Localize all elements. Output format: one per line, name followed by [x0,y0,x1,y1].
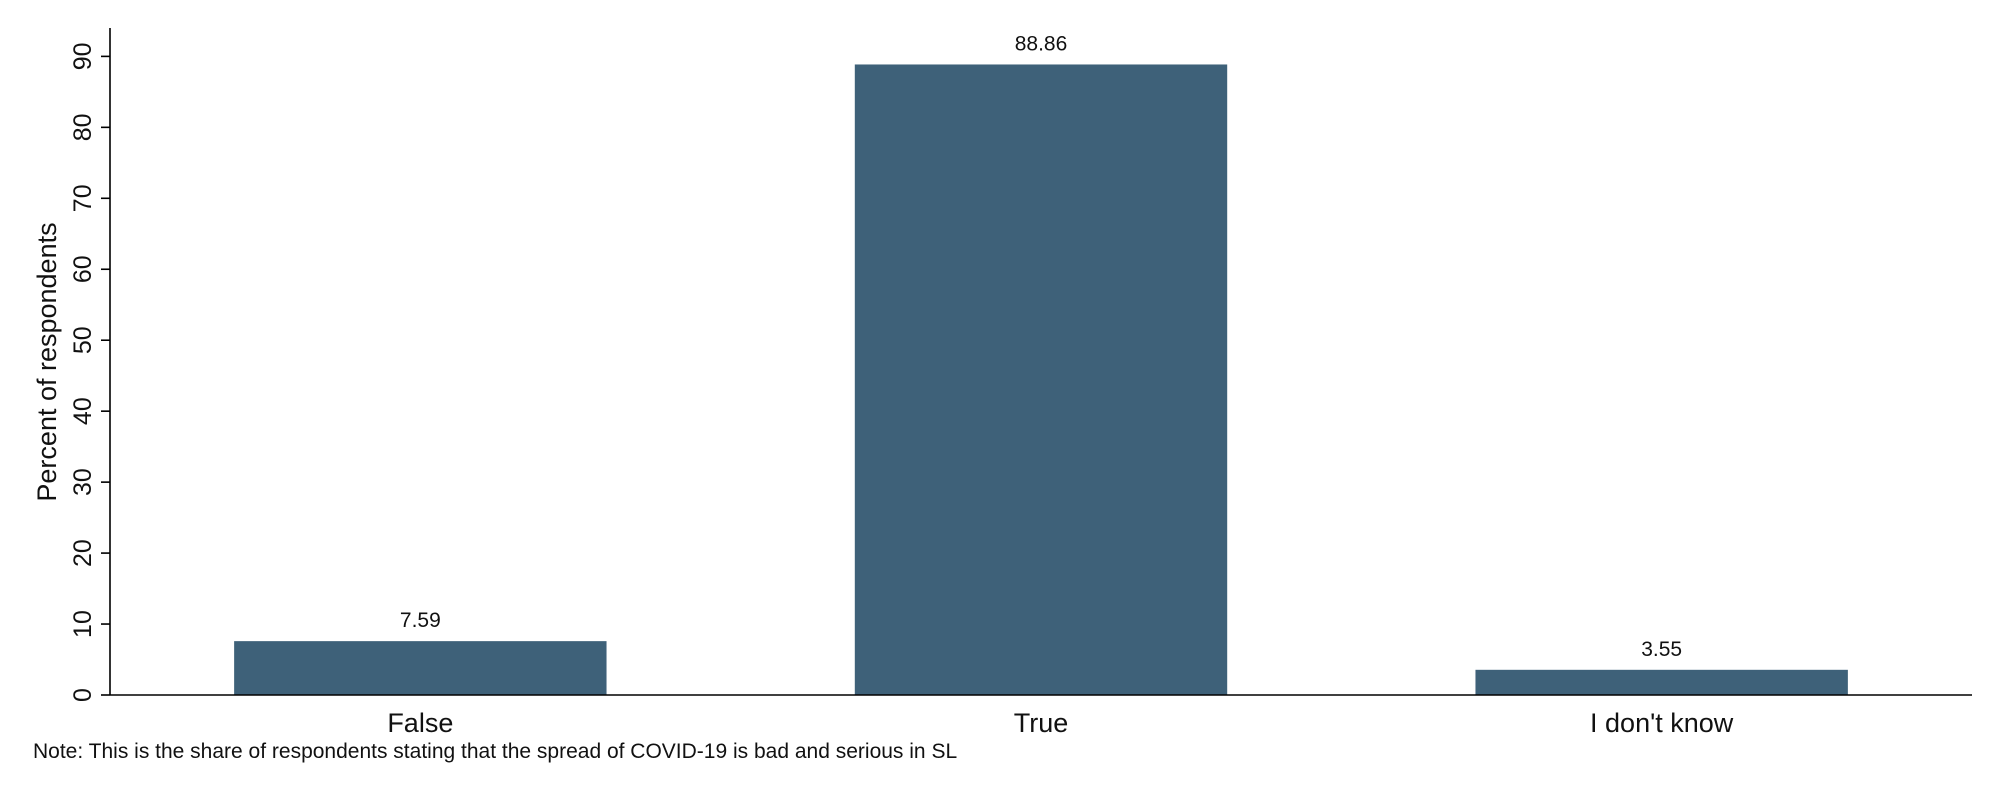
bar-true [854,64,1228,696]
bar-value-label: 3.55 [1641,638,1682,661]
y-tick-label: 80 [69,113,97,141]
bars [234,64,1848,696]
bar-i-don-t-know [1475,669,1848,695]
y-tick-label: 0 [69,688,97,702]
y-tick-label: 40 [69,397,97,425]
y-axis-title-group: Percent of respondents [32,222,62,501]
y-tick-label: 20 [69,539,97,567]
bar-value-label: 88.86 [1015,32,1068,55]
x-category-label: I don't know [1590,708,1734,738]
y-tick-label: 70 [69,184,97,212]
y-tick-label: 90 [69,42,97,70]
x-category-label: False [387,708,453,738]
category-labels: False True I don't know [387,708,1733,738]
y-tick-label: 10 [69,610,97,638]
y-axis-ticks: 0 10 20 30 40 50 60 70 80 90 [69,42,110,702]
y-tick-label: 60 [69,255,97,283]
chart-note: Note: This is the share of respondents s… [33,740,958,763]
value-labels: 7.59 88.86 3.55 [400,32,1682,660]
bar-value-label: 7.59 [400,609,441,632]
y-tick-label: 50 [69,326,97,354]
x-category-label: True [1014,708,1069,738]
bar-false [234,641,607,695]
y-tick-label: 30 [69,468,97,496]
y-axis-title: Percent of respondents [32,222,62,501]
